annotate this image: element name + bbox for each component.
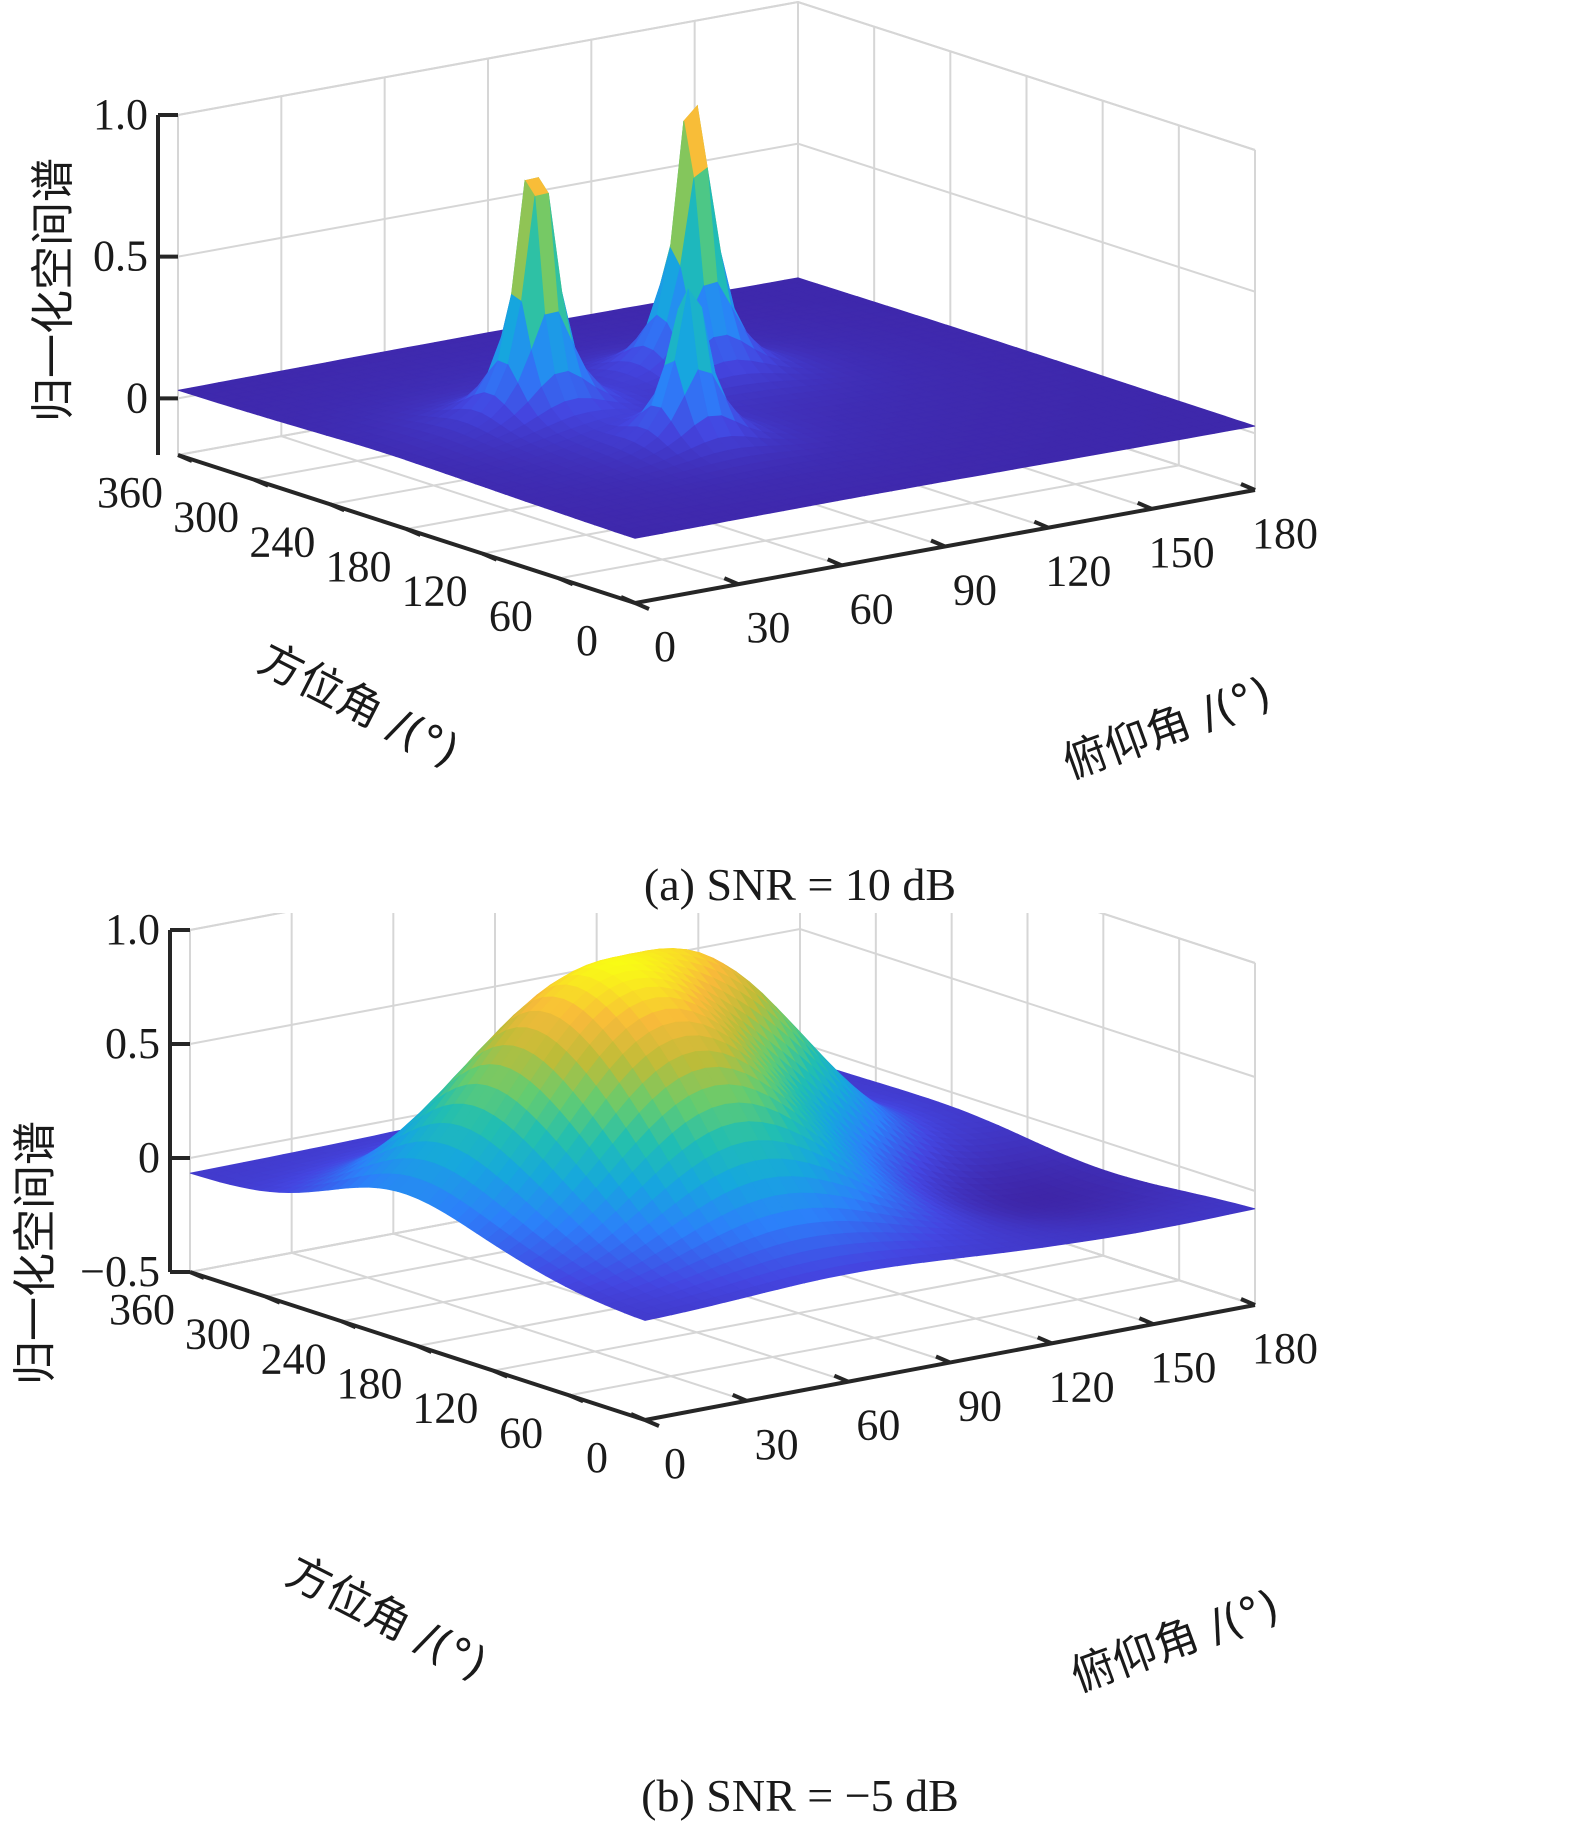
z-axis-title-b: 归一化空间谱 <box>10 1121 61 1385</box>
elevation-tick <box>826 557 843 568</box>
elevation-tick <box>620 595 636 605</box>
azimuth-tick-label: 180 <box>337 1359 403 1408</box>
azimuth-tick <box>253 477 269 488</box>
elevation-tick <box>930 538 946 549</box>
elevation-tick-label: 120 <box>1049 1362 1115 1411</box>
caption-a: (a) SNR = 10 dB <box>644 859 956 910</box>
z-axis-title-a: 归一化空间谱 <box>28 158 79 422</box>
azimuth-tick <box>416 1344 433 1354</box>
surface-layer-b <box>189 948 1256 1321</box>
elevation-tick-label: 90 <box>953 566 997 615</box>
z-tick-label: −0.5 <box>80 1247 160 1296</box>
z-tick-label: 1.0 <box>93 90 148 139</box>
azimuth-tick-label: 0 <box>576 616 598 665</box>
elevation-tick-label: 150 <box>1150 1343 1216 1392</box>
x-axis-title-a: 俯仰角 /(°) <box>1056 667 1278 789</box>
azimuth-tick-label: 0 <box>586 1433 608 1482</box>
z-tick-label: 0 <box>126 373 148 422</box>
wall-z-grid-line <box>189 913 1256 964</box>
azimuth-tick-label: 300 <box>173 493 239 542</box>
elevation-tick-label: 0 <box>664 1439 686 1488</box>
z-tick-label: 0 <box>138 1133 160 1182</box>
subplot-b: −0.5 0 0.5 1.0 0 60 120 180 240 300 360 0 30 60 90 120 1… <box>0 913 1575 1826</box>
y-axis-title-b: 方位角 /(°) <box>278 1546 495 1690</box>
azimuth-tick-label: 60 <box>499 1408 543 1457</box>
elevation-tick <box>935 1354 951 1365</box>
azimuth-tick <box>329 502 346 513</box>
elevation-tick-label: 150 <box>1149 528 1215 577</box>
elevation-tick <box>1138 1316 1155 1327</box>
azimuth-tick-label: 360 <box>109 1285 175 1334</box>
x-axis-title-b: 俯仰角 /(°) <box>1064 1580 1286 1702</box>
elevation-tick-label: 90 <box>958 1382 1002 1431</box>
wall-z-grid-line <box>177 0 1256 151</box>
azimuth-tick <box>177 453 193 463</box>
azimuth-tick <box>568 1393 584 1404</box>
elevation-tick <box>1036 1335 1053 1346</box>
azimuth-tick <box>634 601 650 611</box>
azimuth-tick <box>405 527 422 537</box>
elevation-tick-label: 30 <box>755 1420 799 1469</box>
elevation-tick <box>1136 500 1153 511</box>
surface-patch <box>623 532 649 539</box>
surface-layer-a <box>177 104 1256 539</box>
elevation-tick <box>833 1373 850 1384</box>
azimuth-tick-label: 60 <box>489 591 533 640</box>
wall-z-grid-line <box>177 0 1256 151</box>
elevation-tick-label: 120 <box>1045 547 1111 596</box>
elevation-tick-label: 60 <box>856 1401 900 1450</box>
floor-grid-line <box>558 464 1180 580</box>
azimuth-tick-label: 120 <box>412 1384 478 1433</box>
elevation-tick-label: 30 <box>746 603 790 652</box>
floor-grid-line <box>568 1279 1180 1397</box>
azimuth-tick-label: 180 <box>326 542 392 591</box>
y-axis-title-a: 方位角 /(°) <box>250 633 467 777</box>
elevation-tick <box>1033 519 1050 530</box>
elevation-tick-label: 60 <box>850 584 894 633</box>
elevation-tick-label: 180 <box>1252 1324 1318 1373</box>
caption-b: (b) SNR = −5 dB <box>641 1770 959 1821</box>
wall-z-grid-line <box>189 913 1256 964</box>
azimuth-tick-label: 240 <box>249 517 315 566</box>
azimuth-tick <box>492 1368 509 1379</box>
elevation-tick <box>723 576 740 587</box>
azimuth-tick-label: 240 <box>261 1334 327 1383</box>
azimuth-tick-label: 360 <box>97 468 163 517</box>
azimuth-tick <box>189 1270 205 1280</box>
elevation-tick <box>731 1392 748 1403</box>
elevation-tick <box>1240 1297 1256 1307</box>
azimuth-tick <box>265 1294 281 1305</box>
surface-patch <box>633 1313 660 1321</box>
azimuth-tick-label: 300 <box>185 1310 251 1359</box>
z-tick-label: 0.5 <box>105 1019 160 1068</box>
azimuth-tick-label: 120 <box>402 567 468 616</box>
azimuth-tick <box>558 576 574 587</box>
elevation-tick-label: 0 <box>654 622 676 671</box>
elevation-tick-label: 180 <box>1252 509 1318 558</box>
azimuth-tick <box>481 551 498 562</box>
azimuth-tick <box>644 1418 660 1428</box>
z-tick-label: 1.0 <box>105 913 160 954</box>
wall-z-grid-line <box>189 927 1256 1078</box>
floor-grid-line <box>493 1254 1104 1372</box>
elevation-tick <box>1240 482 1256 492</box>
azimuth-tick <box>340 1319 357 1330</box>
elevation-tick <box>630 1412 646 1422</box>
subplot-a: 0 0.5 1.0 0 60 120 180 240 300 360 0 30 60 90 120 150 18… <box>28 0 1318 910</box>
z-tick-label: 0.5 <box>93 232 148 281</box>
wall-z-grid-line <box>177 142 1256 293</box>
